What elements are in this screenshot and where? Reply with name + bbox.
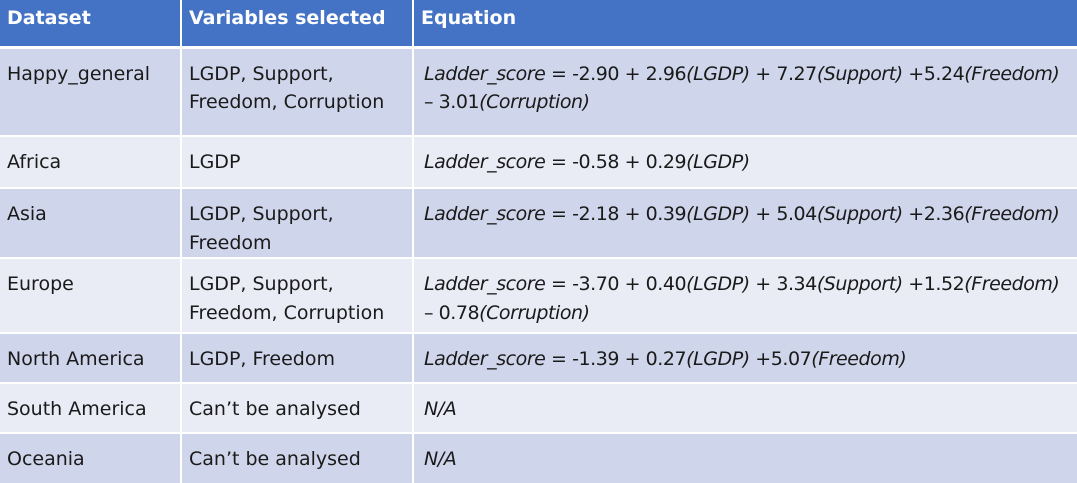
- equation-term: (LGDP): [686, 273, 750, 295]
- equation-line: Ladder_score = -0.58 + 0.29(LGDP): [424, 151, 750, 173]
- variables-line: Freedom, Corruption: [189, 301, 385, 324]
- variables-line: LGDP: [189, 151, 241, 173]
- equation-term: (Corruption): [479, 301, 590, 324]
- dataset-name: Africa: [7, 151, 62, 173]
- equation-cell: N/A: [413, 433, 1077, 483]
- variables-cell: LGDP: [181, 136, 414, 189]
- table-row-north-america: North America LGDP, Freedom Ladder_score…: [0, 333, 1077, 384]
- table-row-oceania: Oceania Can’t be analysed N/A: [0, 433, 1077, 483]
- variables-cell: LGDP, Support, Freedom, Corruption: [181, 258, 414, 334]
- equation-line: – 0.78(Corruption): [424, 301, 590, 324]
- equation-term: (Freedom): [964, 273, 1060, 295]
- equation-line: Ladder_score = -1.39 + 0.27(LGDP) +5.07(…: [424, 348, 907, 370]
- equation-term: Ladder_score: [424, 348, 546, 370]
- table-row-asia: Asia LGDP, Support, Freedom Ladder_score…: [0, 188, 1077, 259]
- equation-cell: Ladder_score = -2.18 + 0.39(LGDP) + 5.04…: [413, 188, 1077, 259]
- equation-term: (Support): [816, 203, 903, 225]
- dataset-cell: Africa: [0, 136, 182, 189]
- dataset-name: South America: [7, 398, 147, 420]
- variables-cell: LGDP, Support, Freedom: [181, 188, 414, 259]
- table-row-south-america: South America Can’t be analysed N/A: [0, 383, 1077, 434]
- equation-term: Ladder_score: [424, 62, 546, 85]
- variables-line: Can’t be analysed: [189, 398, 361, 420]
- equation-line: Ladder_score = -2.18 + 0.39(LGDP) + 5.04…: [424, 203, 1060, 225]
- variables-cell: LGDP, Freedom: [181, 333, 414, 384]
- variables-line: LGDP, Support,: [189, 203, 334, 225]
- variables-line: LGDP, Support,: [189, 273, 334, 295]
- dataset-name: Europe: [7, 273, 74, 295]
- equation-term: (Corruption): [479, 91, 590, 113]
- equation-term: (LGDP): [686, 348, 750, 370]
- variables-line: LGDP, Freedom: [189, 348, 335, 370]
- variables-line: Freedom: [189, 231, 272, 254]
- equation-term: N/A: [424, 448, 457, 470]
- dataset-cell: Oceania: [0, 433, 182, 483]
- header-variables-selected: Variables selected: [181, 0, 414, 49]
- equation-term: (LGDP): [686, 151, 750, 173]
- dataset-cell: Happy_general: [0, 47, 182, 137]
- equation-term: (Support): [816, 62, 903, 85]
- equation-term: (LGDP): [686, 62, 750, 85]
- table-row-africa: Africa LGDP Ladder_score = -0.58 + 0.29(…: [0, 136, 1077, 189]
- equation-term: (Support): [816, 273, 903, 295]
- dataset-cell: Europe: [0, 258, 182, 334]
- equation-term: N/A: [424, 398, 457, 420]
- dataset-cell: South America: [0, 383, 182, 434]
- equation-line: Ladder_score = -3.70 + 0.40(LGDP) + 3.34…: [424, 273, 1060, 295]
- dataset-name: Asia: [7, 203, 47, 225]
- dataset-name: North America: [7, 348, 145, 370]
- equation-cell: Ladder_score = -3.70 + 0.40(LGDP) + 3.34…: [413, 258, 1077, 334]
- equation-cell: Ladder_score = -1.39 + 0.27(LGDP) +5.07(…: [413, 333, 1077, 384]
- equation-term: (Freedom): [964, 62, 1060, 85]
- equation-term: Ladder_score: [424, 151, 546, 173]
- variables-cell: Can’t be analysed: [181, 383, 414, 434]
- equation-term: (Freedom): [811, 348, 907, 370]
- table-row-europe: Europe LGDP, Support, Freedom, Corruptio…: [0, 258, 1077, 334]
- equation-cell: N/A: [413, 383, 1077, 434]
- dataset-name: Happy_general: [7, 62, 151, 85]
- table-header-row: Dataset Variables selected Equation: [0, 0, 1077, 49]
- equation-term: Ladder_score: [424, 273, 546, 295]
- variables-cell: LGDP, Support, Freedom, Corruption: [181, 47, 414, 137]
- dataset-cell: Asia: [0, 188, 182, 259]
- equation-line: Ladder_score = -2.90 + 2.96(LGDP) + 7.27…: [424, 62, 1060, 85]
- header-equation: Equation: [413, 0, 1077, 49]
- header-dataset: Dataset: [0, 0, 182, 49]
- equation-line: N/A: [424, 395, 1075, 424]
- dataset-name: Oceania: [7, 448, 85, 470]
- variables-line: Freedom, Corruption: [189, 91, 385, 113]
- table-row-happy-general: Happy_general LGDP, Support, Freedom, Co…: [0, 47, 1077, 137]
- variables-line: Can’t be analysed: [189, 448, 361, 470]
- equation-term: (Freedom): [964, 203, 1060, 225]
- variables-cell: Can’t be analysed: [181, 433, 414, 483]
- variables-line: LGDP, Support,: [189, 62, 334, 85]
- dataset-cell: North America: [0, 333, 182, 384]
- equation-term: Ladder_score: [424, 203, 546, 225]
- equation-cell: Ladder_score = -2.90 + 2.96(LGDP) + 7.27…: [413, 47, 1077, 137]
- equation-term: (LGDP): [686, 203, 750, 225]
- equation-line: N/A: [424, 445, 1075, 474]
- equation-line: – 3.01(Corruption): [424, 91, 590, 113]
- equation-cell: Ladder_score = -0.58 + 0.29(LGDP): [413, 136, 1077, 189]
